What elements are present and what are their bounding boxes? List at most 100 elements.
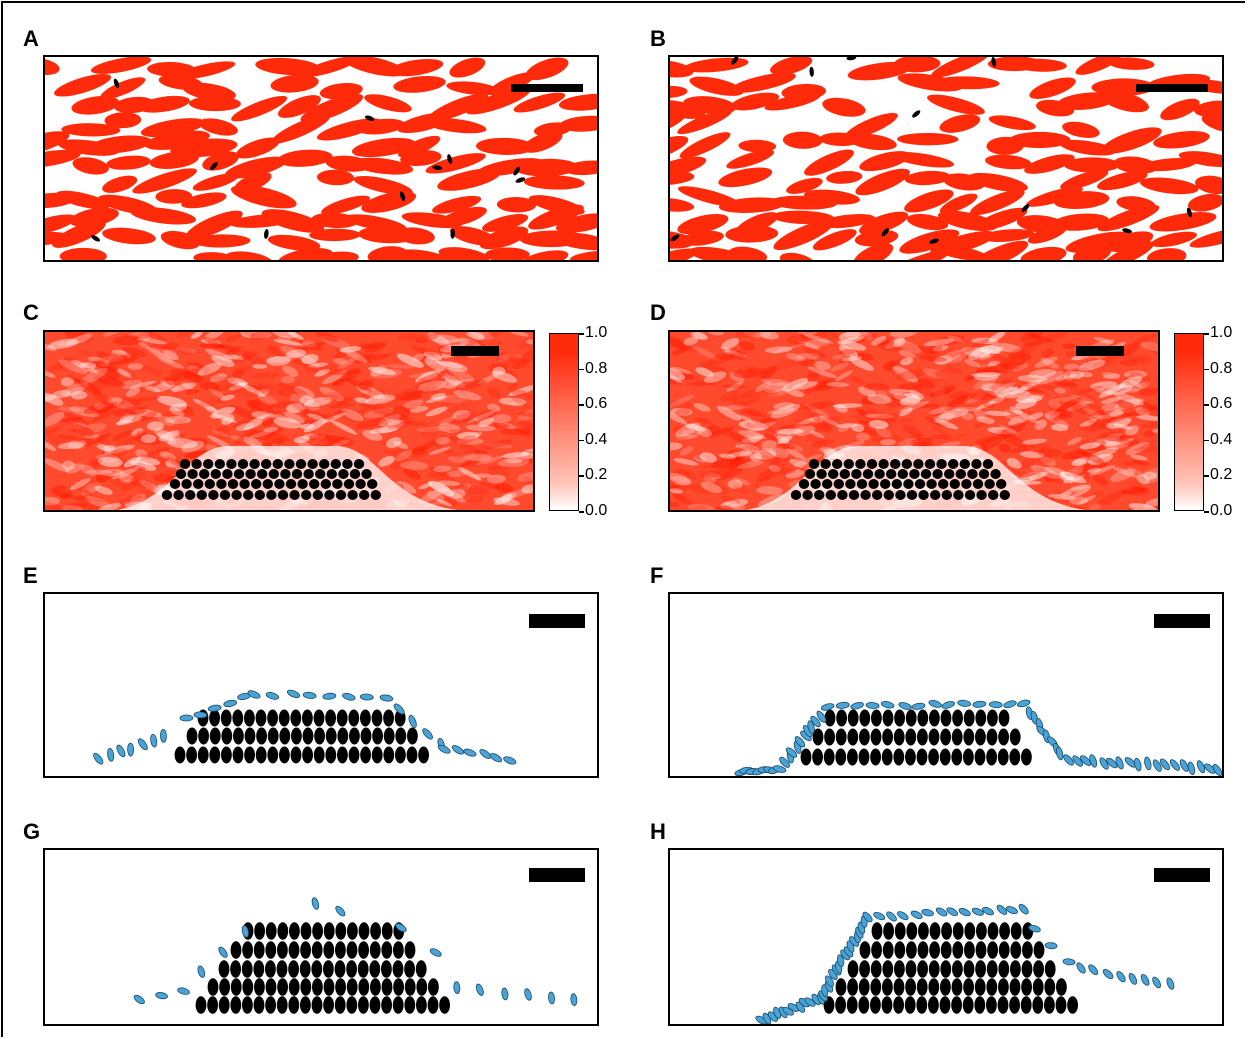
fixed-particle — [181, 479, 191, 489]
cell — [1148, 208, 1217, 235]
fixed-particle — [273, 459, 283, 469]
mobile-particle — [197, 965, 206, 978]
fixed-particle — [230, 960, 241, 978]
mobile-particle — [160, 729, 166, 742]
fixed-particle — [211, 469, 221, 479]
fixed-particle — [1044, 978, 1055, 996]
fixed-particle — [291, 747, 302, 764]
fixed-particle — [312, 941, 323, 959]
fixed-particle — [269, 469, 279, 479]
fixed-particle — [1056, 996, 1067, 1014]
fixed-particle — [405, 978, 416, 996]
fixed-particle — [915, 479, 925, 489]
fixed-particle — [371, 490, 381, 500]
fixed-particle — [952, 960, 963, 978]
fixed-particle — [902, 459, 912, 469]
mobile-particle — [1115, 970, 1127, 983]
mobile-particle — [1102, 968, 1115, 980]
fixed-particle — [863, 469, 873, 479]
mobile-particle — [910, 910, 923, 921]
fixed-particle — [416, 996, 427, 1014]
fixed-particle — [952, 729, 963, 746]
fixed-particle — [312, 978, 323, 996]
mobile-particle — [1127, 972, 1138, 985]
fixed-particle — [367, 479, 377, 489]
fixed-particle — [961, 479, 971, 489]
fixed-particle — [1022, 960, 1033, 978]
cell — [71, 155, 110, 178]
colorbar-tick-label: 1.0 — [1210, 325, 1232, 341]
fixed-particle — [288, 960, 299, 978]
panel-label-c: C — [23, 302, 39, 324]
cell — [363, 90, 414, 116]
fixed-particle — [883, 922, 894, 940]
colorbar-tick-label: 0.2 — [585, 467, 607, 483]
mobile-particle — [451, 744, 465, 756]
fixed-particle — [348, 710, 359, 727]
panel-drawing — [670, 850, 1222, 1024]
colorbar-c — [549, 333, 579, 511]
fixed-particle — [335, 960, 346, 978]
fixed-particle — [428, 996, 439, 1014]
fixed-particle — [369, 960, 380, 978]
fixed-particle — [824, 729, 835, 746]
fixed-particle — [802, 490, 812, 500]
fixed-particle — [1033, 978, 1044, 996]
fixed-particle — [256, 747, 267, 764]
cell — [725, 225, 778, 244]
fixed-particle — [871, 941, 882, 959]
fixed-particle — [324, 490, 334, 500]
fixed-particle — [1045, 960, 1056, 978]
fixed-particle — [186, 747, 197, 764]
fixed-particle — [964, 710, 975, 727]
fixed-particle — [263, 229, 269, 239]
fixed-particle — [859, 960, 870, 978]
mobile-particle — [463, 748, 477, 758]
colorbar-tick-label: 0.4 — [585, 432, 607, 448]
fixed-particle — [370, 996, 381, 1014]
fixed-particle — [1010, 960, 1021, 978]
fixed-particle — [372, 728, 383, 745]
fixed-particle — [929, 941, 940, 959]
fixed-particle — [847, 978, 858, 996]
fixed-particle — [251, 479, 261, 489]
fixed-particle — [825, 710, 836, 727]
fixed-particle — [911, 109, 922, 119]
fixed-particle — [307, 459, 317, 469]
fixed-particle — [370, 922, 381, 940]
fixed-particle — [1056, 978, 1067, 996]
fixed-particle — [984, 479, 994, 489]
fixed-particle — [383, 710, 394, 727]
fixed-particle — [358, 996, 369, 1014]
mobile-particle — [360, 694, 373, 701]
fixed-particle — [986, 978, 997, 996]
fixed-particle — [274, 479, 284, 489]
fixed-particle — [824, 749, 835, 766]
mobile-particle — [1087, 963, 1099, 976]
cell — [1108, 57, 1155, 71]
cell — [783, 131, 823, 149]
fixed-particle — [277, 922, 288, 940]
colorbar-tick-label: 0.6 — [1210, 396, 1232, 412]
fixed-particle — [361, 728, 372, 745]
colorbar-tick-label: 1.0 — [585, 325, 607, 341]
fixed-particle — [917, 729, 928, 746]
mobile-particle — [334, 905, 347, 918]
fixed-particle — [952, 710, 963, 727]
mobile-particle — [885, 910, 898, 922]
mobile-particle — [177, 987, 190, 996]
mobile-particle — [850, 701, 864, 710]
mobile-particle — [1151, 976, 1162, 989]
fixed-particle — [867, 459, 877, 469]
fixed-particle — [393, 978, 404, 996]
fixed-particle — [791, 490, 801, 500]
fixed-particle — [976, 490, 986, 500]
fixed-particle — [928, 978, 939, 996]
cell — [778, 250, 817, 260]
mobile-particle — [973, 701, 987, 709]
panel-a-snapshot — [43, 55, 599, 262]
fixed-particle — [358, 978, 369, 996]
colorbar-tick — [579, 404, 584, 406]
fixed-particle — [847, 749, 858, 766]
fixed-particle — [855, 459, 865, 469]
